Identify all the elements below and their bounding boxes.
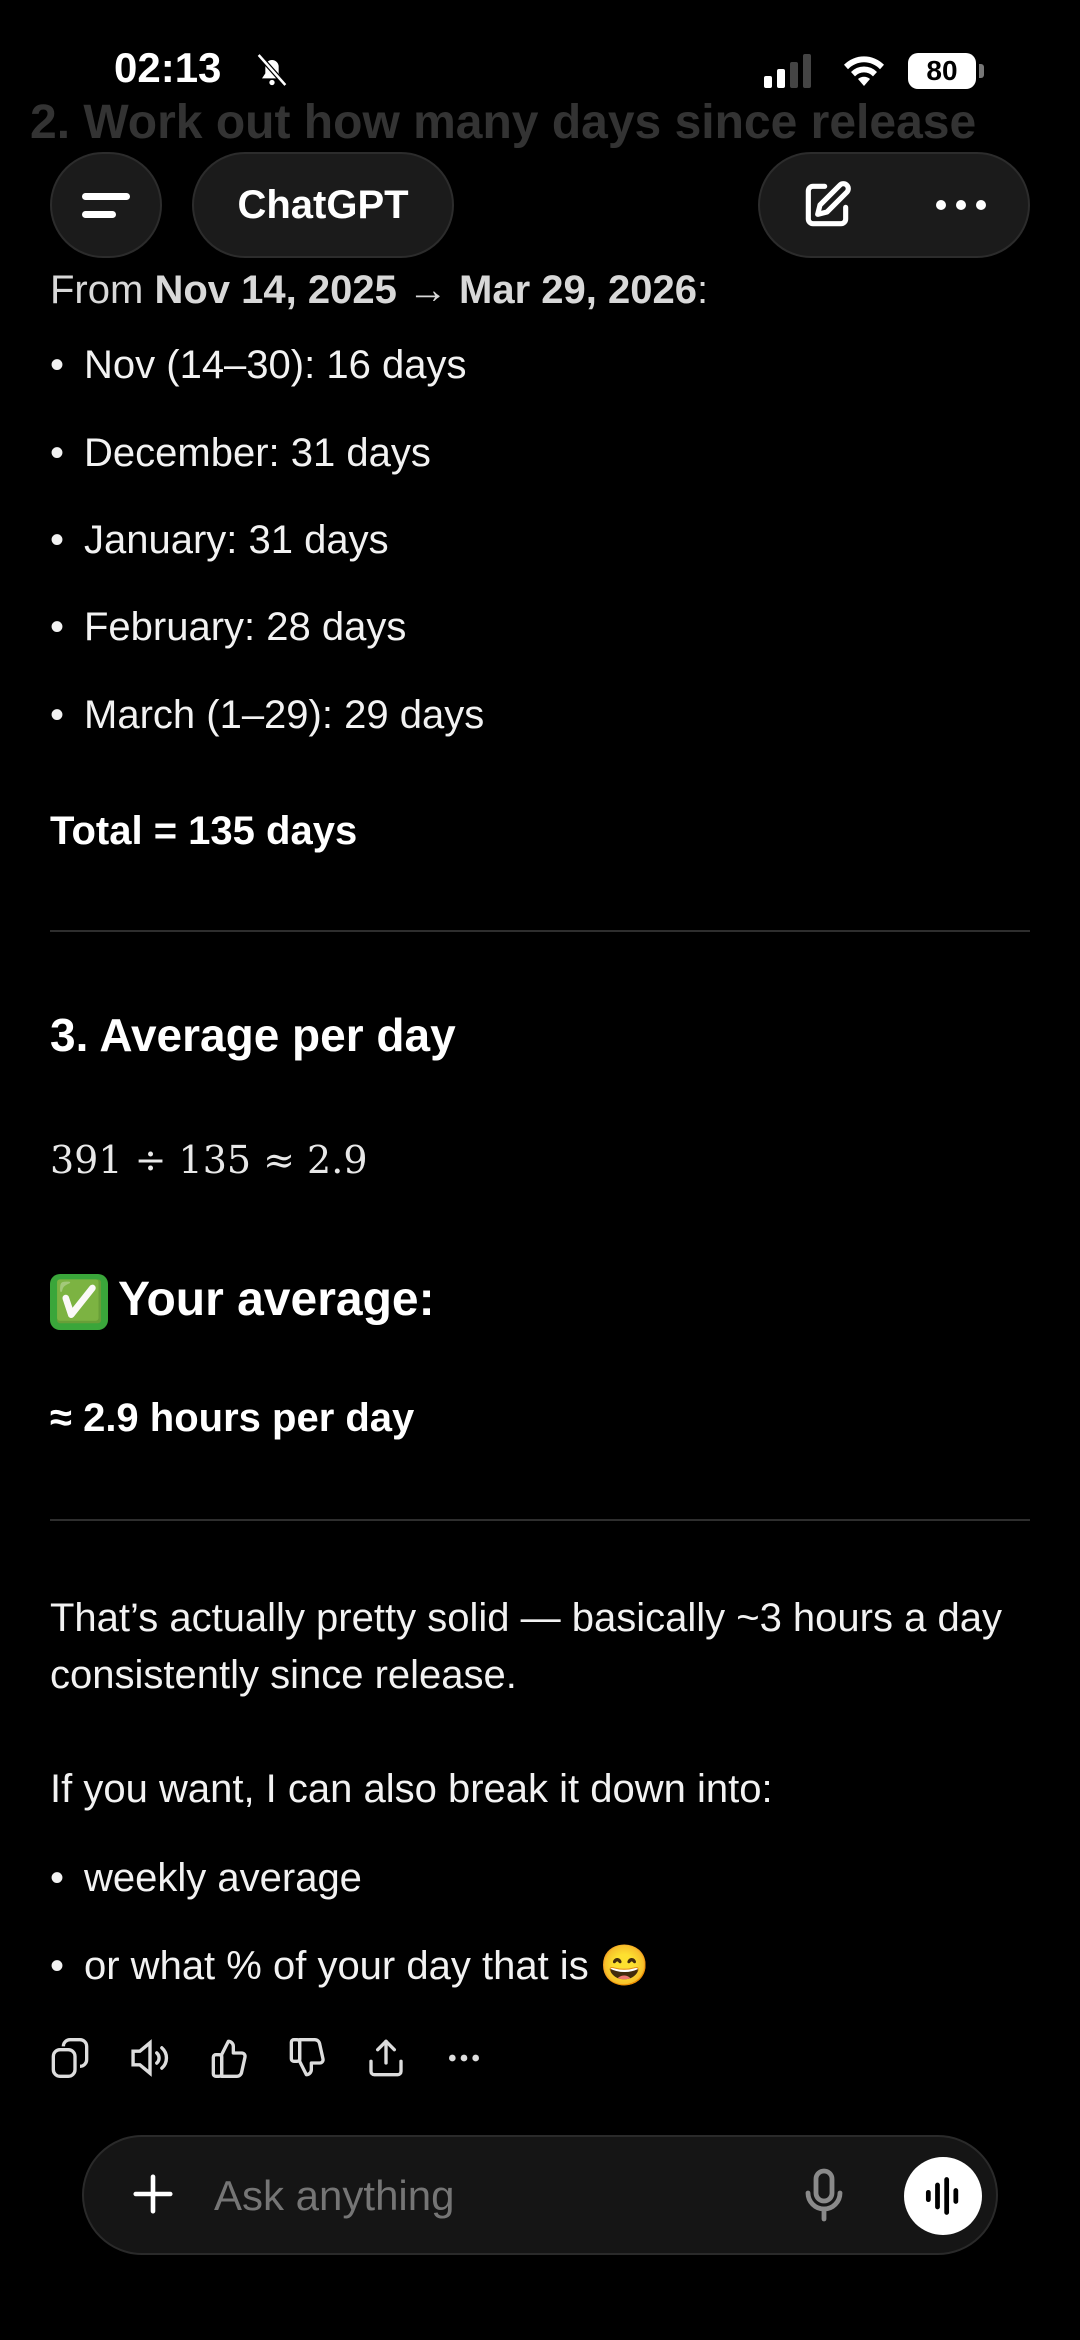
status-time: 02:13 xyxy=(114,44,222,91)
list-item-text: Nov (14–30): 16 days xyxy=(84,343,467,387)
more-icon[interactable] xyxy=(933,195,989,215)
divider xyxy=(50,930,1030,932)
list-item-text: January: 31 days xyxy=(84,518,389,562)
voice-mode-button[interactable] xyxy=(904,2157,982,2235)
list-item-text: December: 31 days xyxy=(84,431,431,475)
summary-paragraph: That’s actually pretty solid — basically… xyxy=(50,1596,1002,1697)
faded-heading: 2. Work out how many days since release xyxy=(30,96,977,149)
composer-input[interactable] xyxy=(212,2165,776,2227)
offer-text: If you want, I can also break it down in… xyxy=(50,1767,773,1811)
formula: 391 ÷ 135 ≈ 2.9 xyxy=(50,1138,368,1182)
average-heading-line: ✅ Your average: xyxy=(50,1268,435,1332)
list-item-text: weekly average xyxy=(84,1856,362,1900)
header-actions xyxy=(758,152,1030,258)
copy-icon[interactable] xyxy=(50,2036,90,2080)
plus-icon[interactable] xyxy=(130,2171,176,2217)
menu-button[interactable] xyxy=(50,152,162,258)
list-item: • December: 31 days xyxy=(50,431,431,475)
list-item: • or what % of your day that is 😄 xyxy=(50,1944,650,1988)
from-prefix: From xyxy=(50,268,155,312)
bell-slash-icon xyxy=(252,50,292,90)
total-days: Total = 135 days xyxy=(50,809,358,853)
list-item-text: February: 28 days xyxy=(84,605,407,649)
composer xyxy=(82,2135,998,2255)
average-heading: Your average: xyxy=(118,1273,435,1326)
list-item-text: March (1–29): 29 days xyxy=(84,693,485,737)
cellular-signal-icon xyxy=(764,54,824,88)
header-title: ChatGPT xyxy=(237,182,409,227)
list-item: • February: 28 days xyxy=(50,605,407,649)
check-icon: ✅ xyxy=(50,1274,108,1331)
thumbs-down-icon[interactable] xyxy=(288,2036,328,2080)
more-icon[interactable] xyxy=(444,2036,484,2080)
compose-icon[interactable] xyxy=(799,177,855,233)
read-aloud-icon[interactable] xyxy=(128,2036,172,2080)
menu-icon xyxy=(80,185,132,225)
date-range: Nov 14, 2025 → Mar 29, 2026 xyxy=(154,268,697,312)
battery-cap xyxy=(979,64,984,78)
from-suffix: : xyxy=(697,268,709,312)
section-heading: 3. Average per day xyxy=(50,1009,456,1061)
wifi-icon xyxy=(840,50,888,90)
average-value: ≈ 2.9 hours per day xyxy=(50,1396,415,1440)
divider xyxy=(50,1519,1030,1521)
message-actions xyxy=(50,2036,484,2080)
list-item-text: or what % of your day that is 😄 xyxy=(84,1944,650,1988)
microphone-icon[interactable] xyxy=(804,2167,844,2223)
thumbs-up-icon[interactable] xyxy=(210,2036,250,2080)
list-item: • weekly average xyxy=(50,1856,362,1900)
list-item: • March (1–29): 29 days xyxy=(50,693,485,737)
list-item: • January: 31 days xyxy=(50,518,389,562)
date-range-line: From Nov 14, 2025 → Mar 29, 2026: xyxy=(50,262,708,318)
voice-mode-icon xyxy=(921,2174,965,2218)
model-selector-button[interactable]: ChatGPT xyxy=(192,152,454,258)
list-item: • Nov (14–30): 16 days xyxy=(50,343,467,387)
share-icon[interactable] xyxy=(366,2036,406,2080)
battery-level: 80 xyxy=(926,55,958,86)
battery-indicator: 80 xyxy=(908,53,976,89)
